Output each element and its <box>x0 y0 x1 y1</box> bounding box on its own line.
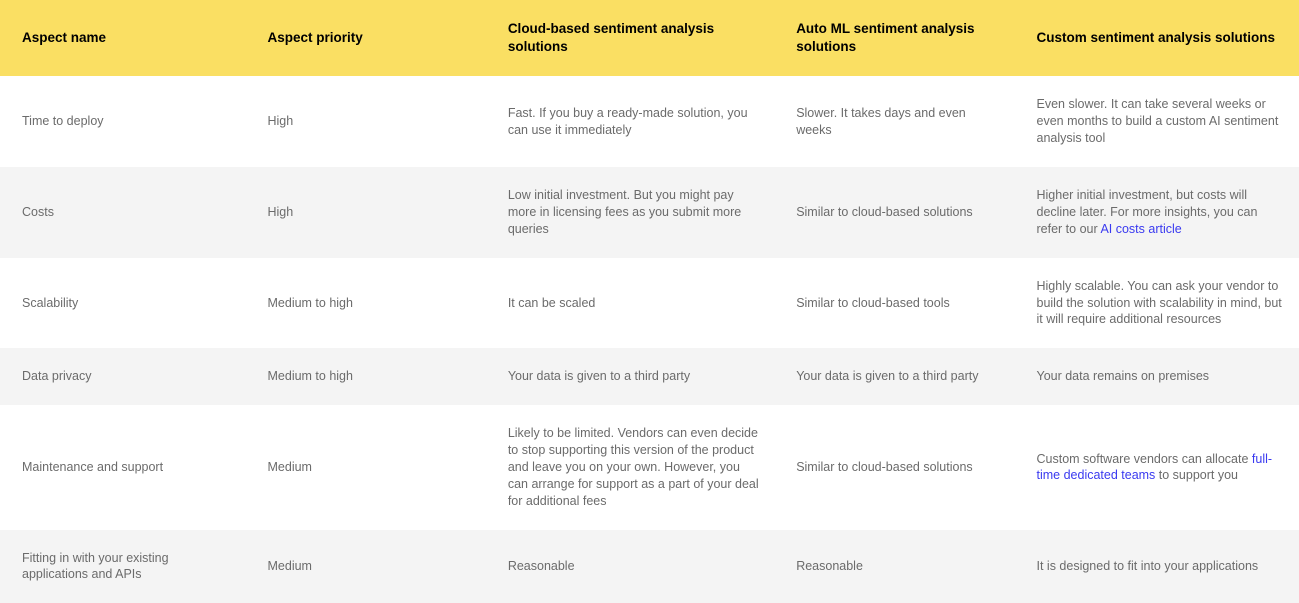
table-cell: Reasonable <box>774 530 1014 603</box>
table-cell: Likely to be limited. Vendors can even d… <box>486 405 774 529</box>
column-header: Aspect priority <box>246 0 486 76</box>
table-cell: High <box>246 167 486 258</box>
table-cell: Your data is given to a third party <box>774 348 1014 405</box>
table-cell: Medium to high <box>246 348 486 405</box>
table-cell: Slower. It takes days and even weeks <box>774 76 1014 167</box>
table-cell: Data privacy <box>0 348 246 405</box>
table-row: Data privacyMedium to highYour data is g… <box>0 348 1299 405</box>
table-cell: Similar to cloud-based solutions <box>774 405 1014 529</box>
table-cell: Medium to high <box>246 258 486 349</box>
table-cell: Your data remains on premises <box>1015 348 1299 405</box>
column-header: Custom sentiment analysis solutions <box>1015 0 1299 76</box>
table-row: ScalabilityMedium to highIt can be scale… <box>0 258 1299 349</box>
column-header: Aspect name <box>0 0 246 76</box>
column-header: Auto ML sentiment analysis solutions <box>774 0 1014 76</box>
table-cell: Medium <box>246 405 486 529</box>
table-row: Fitting in with your existing applicatio… <box>0 530 1299 603</box>
table-cell: Time to deploy <box>0 76 246 167</box>
comparison-table: Aspect name Aspect priority Cloud-based … <box>0 0 1299 603</box>
table-cell: Reasonable <box>486 530 774 603</box>
table-cell: It is designed to fit into your applicat… <box>1015 530 1299 603</box>
table-cell: Similar to cloud-based tools <box>774 258 1014 349</box>
table-cell: Scalability <box>0 258 246 349</box>
table-cell: It can be scaled <box>486 258 774 349</box>
table-cell: Fitting in with your existing applicatio… <box>0 530 246 603</box>
table-cell: Custom software vendors can allocate ful… <box>1015 405 1299 529</box>
table-cell: Similar to cloud-based solutions <box>774 167 1014 258</box>
table-row: CostsHighLow initial investment. But you… <box>0 167 1299 258</box>
table-cell: Higher initial investment, but costs wil… <box>1015 167 1299 258</box>
table-cell: Your data is given to a third party <box>486 348 774 405</box>
column-header: Cloud-based sentiment analysis solutions <box>486 0 774 76</box>
table-cell: High <box>246 76 486 167</box>
table-cell: Highly scalable. You can ask your vendor… <box>1015 258 1299 349</box>
inline-link[interactable]: AI costs article <box>1100 222 1181 236</box>
table-cell: Costs <box>0 167 246 258</box>
table-row: Time to deployHighFast. If you buy a rea… <box>0 76 1299 167</box>
table-cell: Even slower. It can take several weeks o… <box>1015 76 1299 167</box>
inline-link[interactable]: full-time dedicated teams <box>1037 452 1273 483</box>
table-cell: Fast. If you buy a ready-made solution, … <box>486 76 774 167</box>
table-cell: Low initial investment. But you might pa… <box>486 167 774 258</box>
table-row: Maintenance and supportMediumLikely to b… <box>0 405 1299 529</box>
table-cell: Maintenance and support <box>0 405 246 529</box>
table-header-row: Aspect name Aspect priority Cloud-based … <box>0 0 1299 76</box>
table-cell: Medium <box>246 530 486 603</box>
